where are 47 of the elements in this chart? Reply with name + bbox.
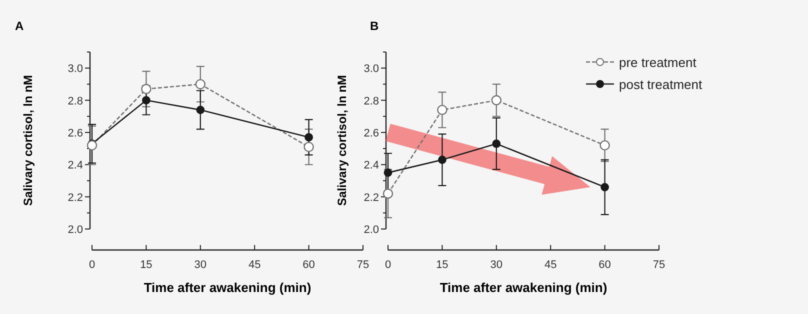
x-tick-label: 0 [88, 259, 96, 271]
x-tick-label: 75 [356, 259, 370, 271]
y-tick-label: 2.2 [364, 192, 379, 204]
y-tick-label: 3.0 [364, 63, 379, 76]
y-tick-label: 2.4 [68, 160, 83, 172]
y-tick-label: 2.8 [364, 95, 379, 108]
point [195, 79, 206, 90]
point [142, 96, 150, 104]
point [600, 140, 610, 150]
x-tick-label: 60 [598, 259, 611, 271]
point [600, 182, 609, 192]
legend-label: pre treatment [619, 55, 697, 70]
x-tick-label: 0 [384, 259, 392, 271]
chart-title: A [15, 19, 24, 33]
chart-title: B [370, 19, 379, 33]
x-tick-label: 30 [194, 259, 207, 271]
point [384, 168, 392, 177]
point [492, 140, 501, 148]
y-tick-label: 2.0 [68, 224, 83, 236]
point [304, 133, 313, 142]
point [196, 106, 205, 114]
y-tick-label: 3.0 [68, 63, 83, 76]
legend-label: post treatment [619, 77, 702, 92]
x-tick-label: 75 [652, 259, 666, 271]
point [438, 156, 446, 164]
point [86, 140, 98, 150]
y-tick-label: 2.2 [68, 192, 83, 204]
point [141, 84, 152, 94]
x-tick-label: 45 [248, 259, 261, 271]
point [382, 188, 394, 199]
x-axis-title: Time after awakening (min) [440, 280, 608, 295]
y-tick-label: 2.6 [68, 127, 83, 140]
x-tick-label: 45 [544, 259, 557, 271]
y-axis-title: Salivary cortisol, ln nM [335, 75, 349, 206]
x-axis-title: Time after awakening (min) [144, 280, 312, 295]
point [304, 142, 314, 152]
point [491, 95, 502, 106]
y-axis-title: Salivary cortisol, ln nM [21, 75, 35, 206]
y-tick-label: 2.6 [364, 127, 379, 140]
x-tick-label: 15 [436, 259, 448, 271]
x-tick-label: 60 [302, 259, 315, 271]
x-tick-label: 15 [140, 259, 152, 271]
y-tick-label: 2.0 [364, 224, 379, 236]
y-tick-label: 2.8 [68, 95, 83, 108]
x-tick-label: 30 [490, 259, 503, 271]
point [437, 104, 448, 116]
y-tick-label: 2.4 [364, 160, 379, 172]
